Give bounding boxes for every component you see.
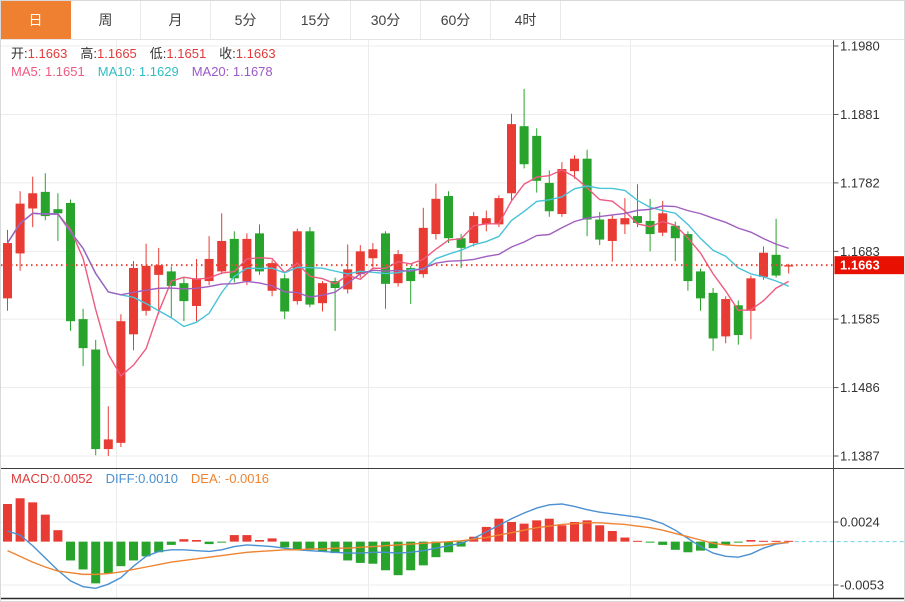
ma5-value: 1.1651 (44, 64, 85, 79)
last-price-badge-value: 1.1663 (840, 258, 880, 273)
ma10-label: MA10: (97, 64, 139, 79)
ma5-label: MA5: (11, 64, 45, 79)
price-axis-label: 1.1585 (840, 312, 880, 327)
price-axis-label: 1.1980 (840, 39, 880, 54)
tab-4hour[interactable]: 4时 (491, 1, 561, 39)
tab-month[interactable]: 月 (141, 1, 211, 39)
low-label: 低: (149, 46, 167, 61)
ma10-value: 1.1629 (138, 64, 179, 79)
tab-week[interactable]: 周 (71, 1, 141, 39)
price-axis-label: 1.1387 (840, 449, 880, 464)
tab-day[interactable]: 日 (1, 1, 71, 39)
close-label: 收: (219, 46, 236, 61)
period-tabbar: 日周月 5分 15分 30分 60分 4时 (1, 1, 904, 40)
dea-value: -0.0016 (224, 471, 269, 486)
ma20-value: 1.1678 (232, 64, 273, 79)
macd-axis-label: -0.0053 (840, 578, 884, 593)
ma20-label: MA20: (191, 64, 233, 79)
macd-bars-group (3, 498, 794, 584)
gridlines (1, 39, 834, 599)
macd-axis-label: 0.0024 (840, 515, 880, 530)
high-label: 高: (80, 46, 98, 61)
dea-label: DEA: (190, 471, 225, 486)
open-label: 开: (11, 46, 28, 61)
diff-label: DIFF: (105, 471, 139, 486)
dea-line (7, 522, 789, 576)
tab-15min[interactable]: 15分 (281, 1, 351, 39)
low-value: 1.1651 (166, 46, 207, 61)
tab-30min[interactable]: 30分 (351, 1, 421, 39)
close-value: 1.1663 (235, 46, 276, 61)
ohlc-legend: 开: 1.1663 高: 1.1665 低: 1.1651 收: 1.1663 (11, 46, 289, 62)
price-axis-label: 1.1881 (840, 107, 880, 122)
price-axis-label: 1.1782 (840, 175, 880, 190)
high-value: 1.1665 (97, 46, 137, 61)
price-axis-label: 1.1683 (840, 244, 880, 259)
open-value: 1.1663 (27, 46, 68, 61)
ma20-line (6, 205, 789, 298)
tab-5min[interactable]: 5分 (211, 1, 281, 39)
tab-60min[interactable]: 60分 (421, 1, 491, 39)
diff-value: 0.0010 (138, 471, 178, 486)
ma5-line (6, 169, 790, 377)
ma10-line (6, 185, 789, 328)
y-axis: 1.1980 1.1881 1.1782 1.1683 1.1585 1.1486 1.13… (833, 39, 884, 599)
macd-value: 0.0052 (52, 471, 93, 486)
macd-legend: MACD: 0.0052 DIFF: 0.0010 DEA: -0.0016 (11, 471, 282, 487)
macd-label: MACD: (11, 471, 53, 486)
diff-line (7, 503, 789, 589)
ma-legend: MA5: 1.1651 MA10: 1.1629 MA20: 1.1678 (11, 64, 286, 80)
last-price-badge: 1.1663 (834, 256, 904, 275)
price-axis-label: 1.1486 (840, 380, 880, 395)
